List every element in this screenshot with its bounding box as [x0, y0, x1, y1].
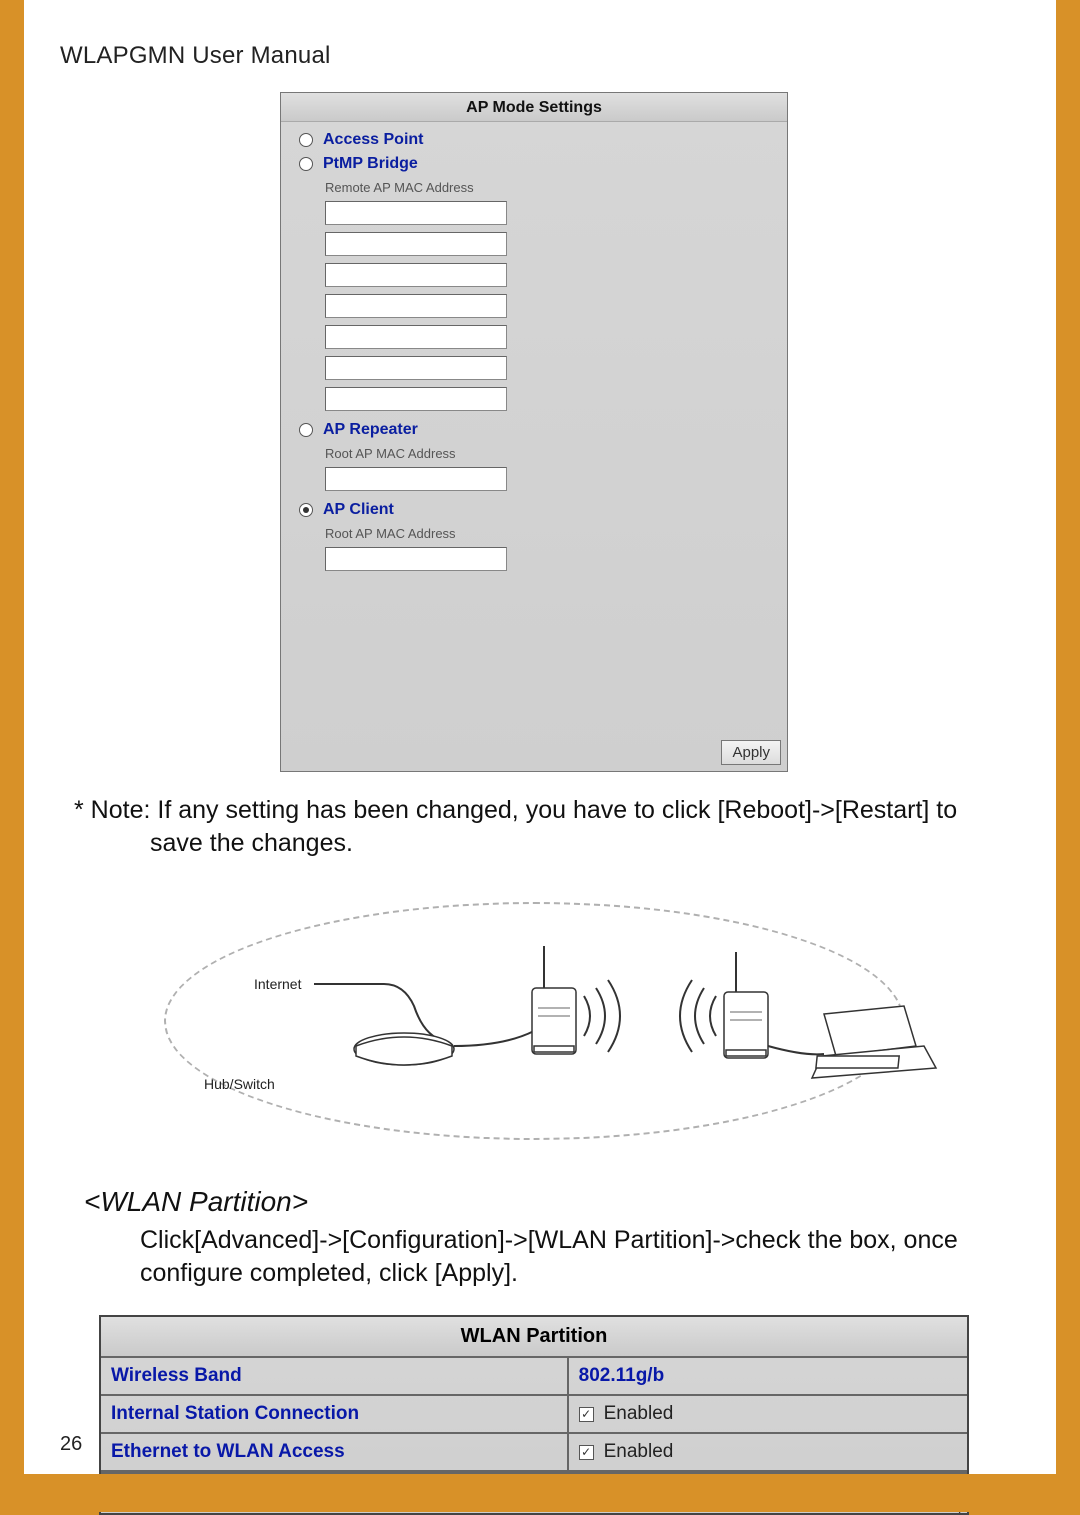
table-row: Internal Station Connection ✓ Enabled	[101, 1396, 967, 1434]
network-diagram: Internet Hub/Switch	[104, 896, 964, 1146]
mac-input[interactable]	[325, 467, 507, 491]
radio-icon[interactable]	[299, 157, 313, 171]
row-value: ✓ Enabled	[569, 1396, 967, 1432]
note-text: * Note: If any setting has been changed,…	[60, 780, 1008, 860]
enabled-label: Enabled	[604, 1441, 674, 1463]
mac-input[interactable]	[325, 387, 507, 411]
mac-input[interactable]	[325, 263, 507, 287]
mac-input[interactable]	[325, 294, 507, 318]
remote-mac-label: Remote AP MAC Address	[299, 176, 769, 201]
option-ap-client[interactable]: AP Client	[299, 498, 769, 522]
page-header: WLAPGMN User Manual	[60, 42, 1008, 70]
option-ap-repeater[interactable]: AP Repeater	[299, 418, 769, 442]
mac-input[interactable]	[325, 201, 507, 225]
mac-input[interactable]	[325, 325, 507, 349]
enabled-label: Enabled	[604, 1403, 674, 1425]
wlan-partition-text: Click[Advanced]->[Configuration]->[WLAN …	[60, 1224, 1008, 1289]
row-label: Wireless Band	[101, 1358, 569, 1394]
root-mac-label-2: Root AP MAC Address	[299, 522, 769, 547]
root-mac-label: Root AP MAC Address	[299, 442, 769, 467]
option-label: Access Point	[323, 131, 423, 149]
row-value: ✓ Enabled	[569, 1434, 967, 1470]
ap-mode-title: AP Mode Settings	[281, 93, 787, 122]
checkbox-icon[interactable]: ✓	[579, 1445, 594, 1460]
checkbox-icon[interactable]: ✓	[579, 1407, 594, 1422]
radio-icon[interactable]	[299, 423, 313, 437]
ap-mode-settings-panel: AP Mode Settings Access Point PtMP Bridg…	[280, 92, 788, 772]
table-row: Ethernet to WLAN Access ✓ Enabled	[101, 1434, 967, 1472]
radio-icon[interactable]	[299, 133, 313, 147]
footer-bar	[0, 1474, 1080, 1512]
wlan-partition-heading: <WLAN Partition>	[60, 1186, 1008, 1218]
apply-button[interactable]: Apply	[721, 740, 781, 765]
row-value: 802.11g/b	[569, 1358, 967, 1394]
wlan-table-title: WLAN Partition	[101, 1317, 967, 1358]
option-label: PtMP Bridge	[323, 155, 418, 173]
page-number: 26	[60, 1433, 82, 1456]
mac-input[interactable]	[325, 356, 507, 380]
option-ptmp-bridge[interactable]: PtMP Bridge	[299, 152, 769, 176]
row-label: Internal Station Connection	[101, 1396, 569, 1432]
radio-icon[interactable]	[299, 503, 313, 517]
option-access-point[interactable]: Access Point	[299, 128, 769, 152]
mac-input[interactable]	[325, 232, 507, 256]
option-label: AP Repeater	[323, 421, 418, 439]
table-row: Wireless Band 802.11g/b	[101, 1358, 967, 1396]
row-label: Ethernet to WLAN Access	[101, 1434, 569, 1470]
option-label: AP Client	[323, 501, 394, 519]
mac-input[interactable]	[325, 547, 507, 571]
